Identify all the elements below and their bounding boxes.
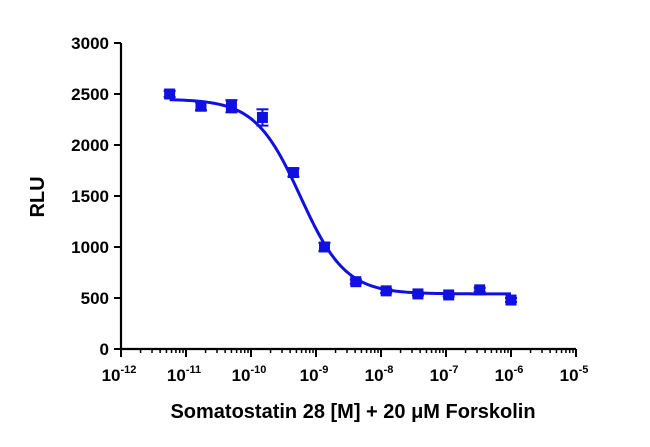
data-point (411, 288, 424, 300)
data-marker (164, 88, 176, 100)
y-tick-label: 1000 (71, 238, 109, 257)
data-point (473, 284, 486, 296)
x-tick-label: 10-5 (560, 364, 589, 385)
data-point (287, 167, 300, 179)
x-axis-title: Somatostatin 28 [M] + 20 μM Forskolin (170, 401, 535, 423)
data-marker (380, 285, 392, 297)
data-marker (287, 167, 299, 179)
data-marker (443, 289, 455, 301)
x-tick-label: 10-6 (495, 364, 524, 385)
data-marker (505, 294, 517, 306)
data-point (256, 108, 269, 127)
fit-curve (169, 98, 511, 296)
y-tick-label: 2500 (71, 85, 109, 104)
data-point (163, 88, 176, 100)
fit-layer (169, 98, 511, 296)
x-tick-label: 10-10 (232, 364, 267, 385)
data-point (505, 294, 517, 306)
y-tick-label: 1500 (71, 187, 109, 206)
data-marker (350, 276, 362, 288)
x-tick-label: 10-12 (102, 364, 137, 385)
x-tick-label: 10-11 (167, 364, 201, 385)
data-marker (474, 284, 486, 296)
x-ticks: 10-12 10-11 10-10 10-9 10-8 10-7 10-6 10-5 (102, 349, 589, 385)
data-point (318, 241, 331, 253)
data-marker (256, 111, 268, 123)
x-tick-label: 10-9 (300, 364, 329, 385)
x-tick-label: 10-8 (365, 364, 394, 385)
points-layer (163, 88, 517, 306)
data-point (349, 276, 362, 288)
data-marker (195, 100, 207, 112)
data-point (194, 100, 207, 112)
y-tick-label: 3000 (71, 34, 109, 53)
y-ticks: 0 500 1000 1500 2000 2500 3000 (71, 34, 121, 359)
data-point (225, 99, 238, 114)
data-marker (225, 100, 237, 112)
y-tick-label: 2000 (71, 136, 109, 155)
x-tick-label: 10-7 (430, 364, 459, 385)
data-marker (318, 241, 330, 253)
y-tick-label: 0 (100, 340, 109, 359)
y-axis-title: RLU (27, 176, 49, 217)
data-point (380, 285, 393, 297)
y-tick-label: 500 (81, 289, 109, 308)
data-point (442, 289, 455, 301)
data-marker (412, 288, 424, 300)
